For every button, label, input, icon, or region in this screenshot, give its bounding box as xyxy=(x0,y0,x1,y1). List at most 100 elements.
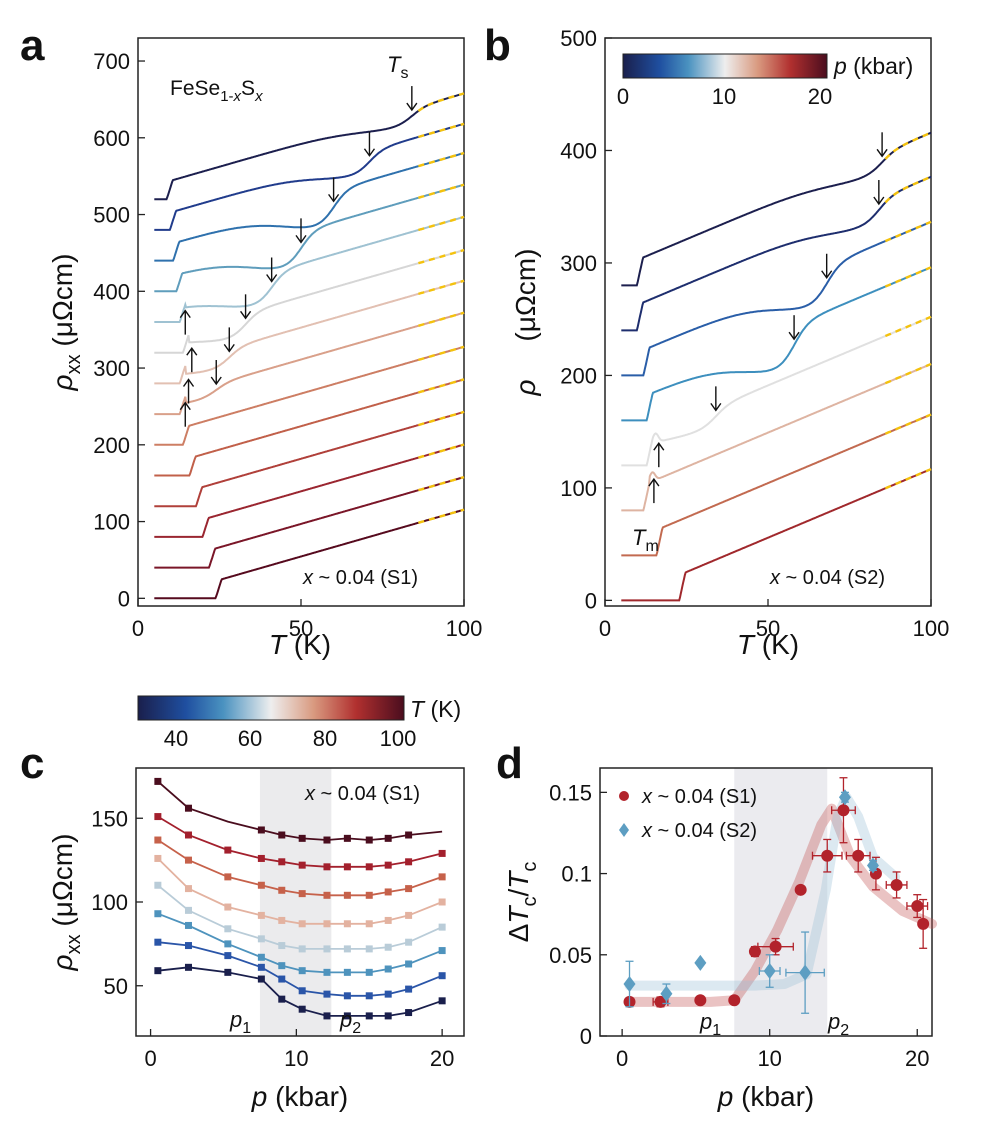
panel-c-marker-2-6 xyxy=(323,891,331,899)
panel-a-ts-arrowhead-5 xyxy=(240,310,252,320)
panel-c-ytick-label-150: 150 xyxy=(91,806,128,831)
panel-d-series xyxy=(623,777,930,1014)
panel-c-marker-5-8 xyxy=(365,968,373,976)
panel-c-marker-3-6 xyxy=(323,920,331,928)
temperature-colorbar xyxy=(137,695,405,721)
panel-a-xlabel: T (K) xyxy=(269,629,331,660)
panel-c-marker-3-5 xyxy=(298,920,306,928)
panel-a-curve-13 xyxy=(154,521,419,600)
panel-d-point-0-12 xyxy=(911,900,924,913)
panel-c-marker-3-4 xyxy=(278,916,286,924)
panel-a-fit-line-12 xyxy=(418,475,465,492)
panel-c-ytick-label-100: 100 xyxy=(91,890,128,915)
panel-c-marker-7-5 xyxy=(298,1005,306,1013)
panel-b-ts-arrowhead-3 xyxy=(788,331,800,341)
panel-b-ytick-label-200: 200 xyxy=(560,363,597,388)
panel-c-marker-4-5 xyxy=(298,945,306,953)
panel-d-point-2-0 xyxy=(917,917,930,930)
panel-d-point-0-11 xyxy=(890,878,903,891)
panel-a-sample-label: x ~ 0.04 (S1) xyxy=(302,567,418,589)
panel-c-xlabel: p (kbar) xyxy=(251,1081,348,1112)
panel-a-ytick-label-300: 300 xyxy=(93,356,130,381)
panel-c-marker-5-10 xyxy=(405,960,413,968)
panel-c-marker-1-7 xyxy=(343,863,351,871)
colorbar-t-label: T (K) xyxy=(410,696,461,722)
panel-c-marker-3-10 xyxy=(405,911,413,919)
panel-a-ytick-label-700: 700 xyxy=(93,49,130,74)
panel-a-ts-arrowhead-6 xyxy=(223,343,235,353)
panel-c-marker-0-1 xyxy=(184,804,192,812)
panel-a-ytick-label-600: 600 xyxy=(93,126,130,151)
panel-c-marker-0-5 xyxy=(298,834,306,842)
panel-a-tm-arrowhead-5 xyxy=(186,346,198,356)
panel-d-point-1-2 xyxy=(694,954,707,971)
panel-b-ytick-label-500: 500 xyxy=(560,26,597,51)
panel-c-xtick-label-20: 20 xyxy=(430,1046,454,1071)
panel-c-marker-4-6 xyxy=(323,945,331,953)
panel-b-tm-arrowhead-4 xyxy=(653,441,665,451)
panel-letter-b: b xyxy=(484,21,511,70)
panel-c-marker-5-4 xyxy=(278,962,286,970)
panel-b-xtick-label-0: 0 xyxy=(599,616,611,641)
panel-d-shaded-region xyxy=(734,768,828,1036)
panel-a-fit-line-6 xyxy=(418,279,465,296)
panel-c-marker-0-7 xyxy=(343,834,351,842)
panel-c-marker-1-1 xyxy=(184,831,192,839)
panel-a-arrows xyxy=(179,86,418,427)
panel-b-xlabel: T (K) xyxy=(737,629,799,660)
panel-b-fit-line-2 xyxy=(884,220,932,243)
panel-b-fit-line-6 xyxy=(884,413,932,435)
panel-d-frame xyxy=(599,767,933,1037)
panel-b-xtick-label-50: 50 xyxy=(756,616,780,641)
panel-c-marker-4-0 xyxy=(154,881,162,889)
tm-label: Tm xyxy=(632,525,659,555)
legend-label-text-0: ~ 0.04 (S1) xyxy=(652,786,757,808)
panel-b-fit-line-0 xyxy=(884,131,932,160)
panel-c-marker-1-5 xyxy=(298,861,306,869)
panel-a-tm-arrowhead-7 xyxy=(179,401,191,411)
panel-c-marker-1-4 xyxy=(278,858,286,866)
panel-c-marker-2-9 xyxy=(384,888,392,896)
panel-b-ytick-label-0: 0 xyxy=(585,588,597,613)
panel-d-point-0-1 xyxy=(654,995,667,1008)
panel-c-marker-5-5 xyxy=(298,967,306,975)
panel-b-fit-line-7 xyxy=(884,468,932,490)
panel-c-marker-2-10 xyxy=(405,885,413,893)
panel-c-marker-1-10 xyxy=(405,858,413,866)
panel-b-fit-line-1 xyxy=(884,175,932,204)
panel-a-curve-6 xyxy=(154,292,419,385)
panel-d-ytick-label-0.1: 0.1 xyxy=(561,862,592,887)
panel-c-marker-1-3 xyxy=(257,854,265,862)
panel-a-fit-line-13 xyxy=(418,508,465,524)
panel-b-curve-0 xyxy=(621,158,887,287)
panel-c-marker-7-9 xyxy=(384,1012,392,1020)
panel-c-marker-6-5 xyxy=(298,987,306,995)
panel-a-curve-10 xyxy=(154,424,419,508)
legend-label-1: x ~ 0.04 (S2) xyxy=(641,820,757,842)
panel-d-point-0-5 xyxy=(769,940,782,953)
panel-b-arrows xyxy=(648,132,888,504)
panel-c-shade xyxy=(259,768,332,1036)
panel-c-marker-3-0 xyxy=(154,854,162,862)
panel-d-point-1-4 xyxy=(799,964,812,981)
panel-a-ts-arrowhead-3 xyxy=(295,234,307,244)
panel-letter-a: a xyxy=(20,21,45,70)
panel-b-ylabel: ρ (μΩcm) xyxy=(510,249,541,397)
panel-b-curve-7 xyxy=(621,487,886,602)
panel-c-marker-5-1 xyxy=(184,921,192,929)
panel-a-fit-line-0 xyxy=(417,92,465,112)
legend-label-0: x ~ 0.04 (S1) xyxy=(641,786,757,808)
panel-b-curve-2 xyxy=(621,240,886,377)
panel-a-xtick-label-50: 50 xyxy=(289,616,313,641)
panel-c-marker-7-8 xyxy=(365,1012,373,1020)
panel-a-xtick-label-100: 100 xyxy=(446,616,483,641)
panel-c-p1-label: p1 xyxy=(229,1007,251,1037)
panel-b-curve-5 xyxy=(621,382,886,512)
panel-a-tm-arrowhead-6 xyxy=(182,378,195,387)
panel-d-point-0-2 xyxy=(694,994,707,1007)
panel-b-curve-6 xyxy=(621,432,886,557)
panel-c-marker-3-2 xyxy=(224,903,232,911)
panel-c-marker-6-4 xyxy=(278,975,286,983)
panel-c-marker-7-1 xyxy=(184,963,192,971)
colorbar-p-tick-0: 0 xyxy=(617,84,629,109)
